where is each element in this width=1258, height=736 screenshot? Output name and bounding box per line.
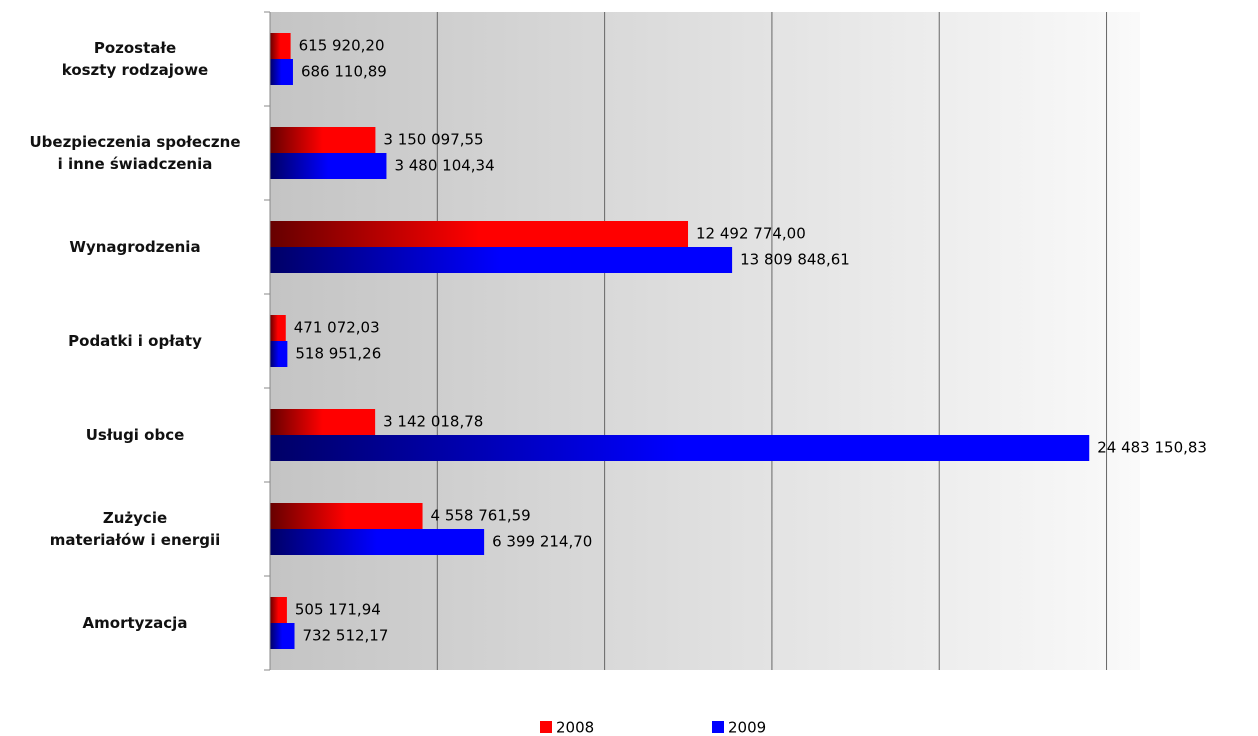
legend-label: 2009: [728, 719, 766, 736]
y-tick-label: Ubezpieczenia społeczne i inne świadczen…: [29, 133, 241, 173]
bar: [270, 315, 286, 341]
legend-label: 2008: [556, 719, 594, 736]
bar: [270, 247, 733, 273]
value-label: 615 920,20: [299, 37, 385, 55]
value-label: 3 150 097,55: [383, 131, 483, 149]
bar: [270, 435, 1090, 461]
value-label: 4 558 761,59: [431, 507, 531, 525]
value-label: 6 399 214,70: [492, 533, 592, 551]
y-tick-label: Usługi obce: [85, 426, 185, 444]
value-label: 12 492 774,00: [696, 225, 806, 243]
y-tick-label: Podatki i opłaty: [68, 332, 202, 350]
bar: [270, 341, 288, 367]
bar: [270, 127, 376, 153]
bar: [270, 597, 287, 623]
bar: [270, 409, 376, 435]
y-tick-label: Zużycie materiałów i energii: [49, 509, 221, 549]
value-label: 505 171,94: [295, 601, 381, 619]
bar: [270, 503, 423, 529]
value-label: 518 951,26: [295, 345, 381, 363]
value-label: 3 480 104,34: [394, 157, 494, 175]
value-label: 3 142 018,78: [383, 413, 483, 431]
y-tick-label: Amortyzacja: [82, 614, 188, 632]
legend-swatch: [712, 721, 724, 733]
legend-swatch: [540, 721, 552, 733]
bar: [270, 153, 387, 179]
bar: [270, 221, 689, 247]
value-label: 686 110,89: [301, 63, 387, 81]
plot-background: [270, 12, 1140, 670]
y-tick-label: Pozostałe koszty rodzajowe: [61, 39, 209, 79]
bar: [270, 623, 295, 649]
value-label: 471 072,03: [294, 319, 380, 337]
y-tick-label: Wynagrodzenia: [69, 238, 201, 256]
value-label: 13 809 848,61: [740, 251, 850, 269]
bar: [270, 33, 291, 59]
value-label: 732 512,17: [303, 627, 389, 645]
bar: [270, 529, 485, 555]
bar: [270, 59, 293, 85]
value-label: 24 483 150,83: [1097, 439, 1207, 457]
